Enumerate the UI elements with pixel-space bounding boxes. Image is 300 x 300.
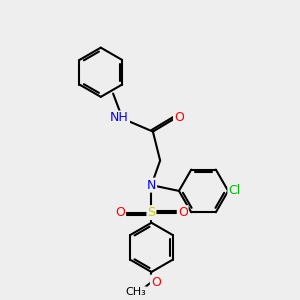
Text: O: O — [174, 111, 184, 124]
Text: O: O — [115, 206, 125, 219]
Text: O: O — [178, 206, 188, 219]
Text: S: S — [147, 206, 155, 219]
Text: N: N — [147, 178, 156, 192]
Text: Cl: Cl — [228, 184, 241, 197]
Text: CH₃: CH₃ — [125, 287, 146, 297]
Text: O: O — [151, 276, 161, 289]
Text: NH: NH — [110, 112, 129, 124]
